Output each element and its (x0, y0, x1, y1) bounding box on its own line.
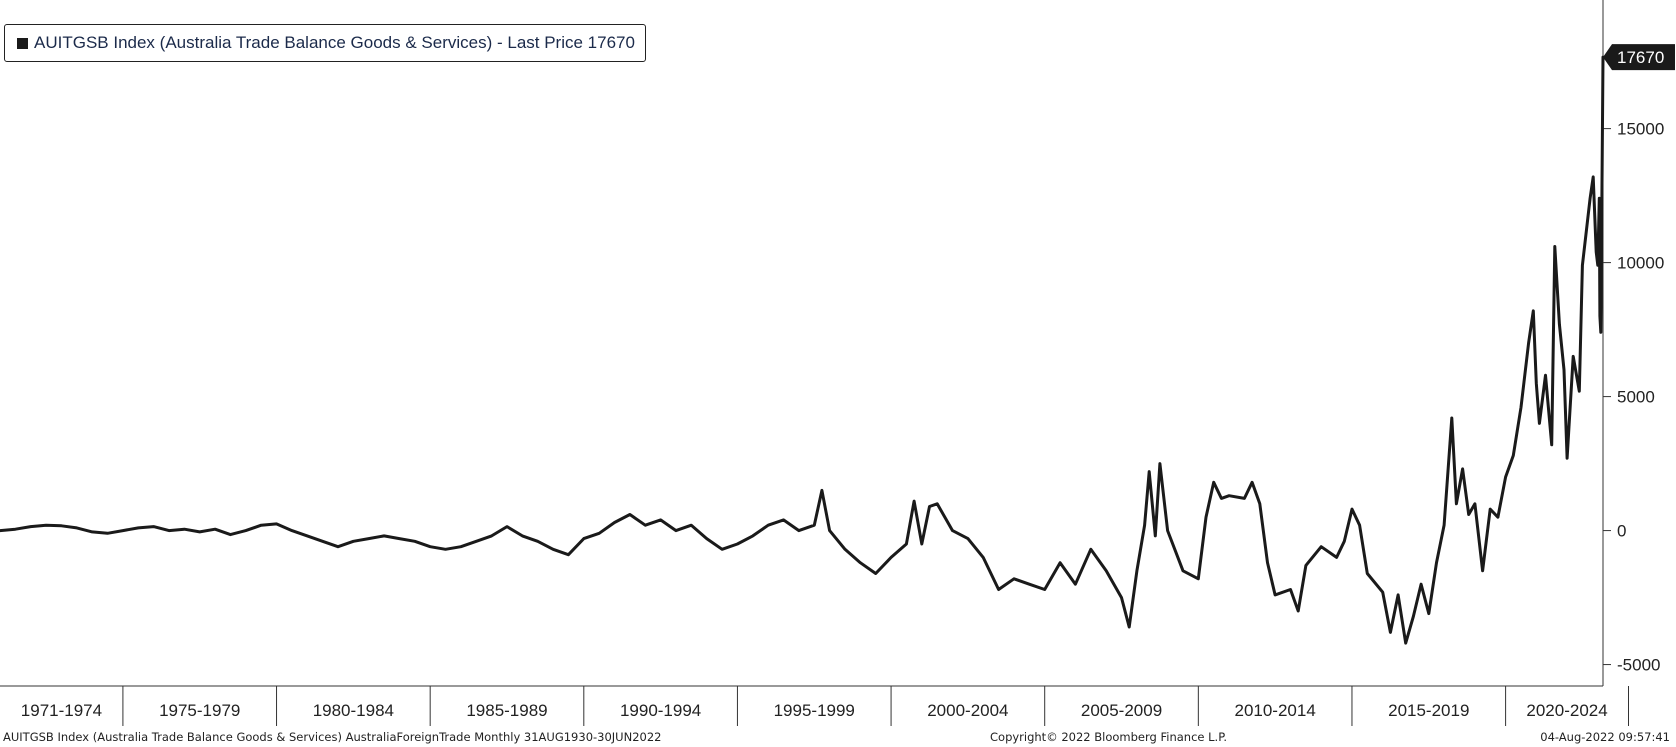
x-tick-label: 1980-1984 (313, 701, 394, 720)
x-tick-label: 2010-2014 (1234, 701, 1315, 720)
y-tick-label: 10000 (1617, 254, 1664, 273)
last-value-label: 17670 (1617, 48, 1664, 67)
y-tick-label: 0 (1617, 522, 1626, 541)
series-line (0, 55, 1605, 645)
legend: AUITGSB Index (Australia Trade Balance G… (4, 24, 646, 62)
x-axis: 1971-1974 1975-1979 1980-1984 1985-1989 1990… (0, 685, 1630, 726)
x-tick-label: 1995-1999 (774, 701, 855, 720)
x-tick-label: 1971-1974 (21, 701, 102, 720)
y-tick-label: -5000 (1617, 656, 1660, 675)
legend-text: AUITGSB Index (Australia Trade Balance G… (34, 33, 635, 52)
x-tick-label: 1990-1994 (620, 701, 701, 720)
y-tick-label: 5000 (1617, 388, 1655, 407)
series-group (0, 55, 1605, 645)
last-value-group: 17670 (1603, 44, 1675, 71)
footer-source: AUITGSB Index (Australia Trade Balance G… (3, 730, 662, 744)
x-tick-label: 1985-1989 (466, 701, 547, 720)
x-tick-label: 2015-2019 (1388, 701, 1469, 720)
x-tick-label: 2005-2009 (1081, 701, 1162, 720)
footer-timestamp: 04-Aug-2022 09:57:41 (1540, 730, 1670, 744)
x-tick-label: 2000-2004 (927, 701, 1008, 720)
x-tick-label: 2020-2024 (1526, 701, 1607, 720)
y-tick-label: 15000 (1617, 120, 1664, 139)
x-tick-label: 1975-1979 (159, 701, 240, 720)
footer-copyright: Copyright© 2022 Bloomberg Finance L.P. (990, 730, 1227, 744)
y-axis: -5000 0 5000 10000 15000 (1602, 0, 1664, 686)
last-value-badge (1603, 44, 1675, 71)
legend-swatch (17, 37, 28, 49)
